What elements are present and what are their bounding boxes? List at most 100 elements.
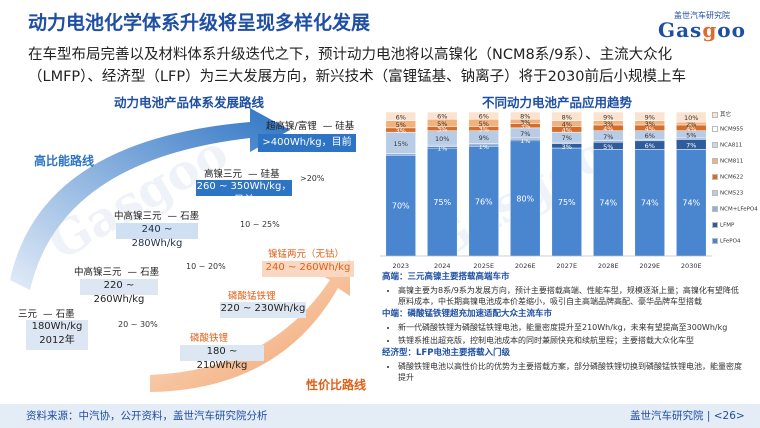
legend-label: 其它 <box>720 112 732 118</box>
legend-swatch <box>712 174 718 180</box>
bar-segment-其它 <box>634 111 665 121</box>
note-item: 磷酸铁锂电池以高性价比的优势为主要搭载方案，部分磷酸铁锂切换到磷酸锰铁锂电池，能… <box>398 361 742 383</box>
legend-item: NCM955 <box>712 126 743 133</box>
step-4-box: 260 ~ 350Wh/kg，目前 <box>196 180 292 206</box>
note-heading-high: 高端：三元高镍主要搭载高端车市 <box>382 272 510 282</box>
legend-swatch <box>712 142 718 148</box>
data-label: 6% <box>396 113 406 121</box>
step-3-material: 中高镍三元 — 石墨 <box>114 211 200 222</box>
legend-item: NCA811 <box>712 142 742 149</box>
legend-label: NCM523 <box>720 190 744 197</box>
legend-item: LFMP <box>712 222 734 229</box>
data-label: 1% <box>479 143 489 151</box>
legend-swatch <box>712 206 718 212</box>
bar-segment-其它 <box>510 111 541 120</box>
high-energy-label: 高比能路线 <box>34 154 95 168</box>
bar-segment-LFePO4 <box>634 149 665 257</box>
value-step-3-box: 240 ~ 260Wh/kg <box>262 261 354 277</box>
step-5-material: 超高镍/富锂 — 硅基 <box>266 121 355 132</box>
data-label: 76% <box>475 197 493 206</box>
data-label: 10% <box>435 135 449 143</box>
data-label: 8% <box>562 113 572 121</box>
step-5-box: >400Wh/kg，目前 <box>258 134 356 152</box>
legend-label: NCM622 <box>720 174 744 181</box>
x-tick-label: 2024 <box>434 262 451 270</box>
gap-1: 20 ~ 30% <box>118 320 158 329</box>
gap-2: 10 ~ 20% <box>186 262 226 271</box>
step-4-material: 高镍三元 — 硅基 <box>204 169 280 180</box>
data-label: 2% <box>686 121 696 129</box>
x-tick-label: 2026E <box>515 262 536 270</box>
bar-segment-其它 <box>427 111 458 120</box>
legend-item: 其它 <box>712 110 731 118</box>
data-label: 1% <box>520 137 530 145</box>
intro-line-1: 在车型布局完善以及材料体系升级迭代之下，预计动力电池将以高镍化（NCM8系/9系… <box>28 47 673 63</box>
legend-label: NCM811 <box>720 158 744 165</box>
data-label: 7% <box>520 130 530 138</box>
bar-segment-LFePO4 <box>593 149 624 257</box>
bar-segment-LFePO4 <box>676 149 707 257</box>
step-1-material: 三元 — 石墨 <box>18 309 75 320</box>
legend-label: NCA811 <box>720 142 743 149</box>
data-label: 4% <box>562 126 572 134</box>
segment-notes: 高端：三元高镍主要搭载高端车市 高镍主要为8系/9系为发展方向，预计主要搭载高端… <box>382 270 742 385</box>
stacked-bar-chart: 70%15%3%5%6%202375%1%10%3%5%6%202476%1%9… <box>380 111 712 270</box>
bar-segment-其它 <box>551 111 582 121</box>
data-label: 5% <box>603 143 613 151</box>
footer-bar <box>0 404 760 428</box>
page-brand: 盖世汽车研究院 | <26> <box>630 410 745 422</box>
data-label: 3% <box>520 118 530 126</box>
data-label: 5% <box>396 121 406 129</box>
data-label: 70% <box>392 202 410 211</box>
step-3-box: 240 ~ 280Wh/kg <box>116 223 198 249</box>
x-tick-label: 2030E <box>681 262 702 270</box>
data-label: 5% <box>479 120 489 128</box>
data-label: 4% <box>603 125 613 133</box>
x-tick-label: 2023 <box>392 262 409 270</box>
data-label: 6% <box>645 132 655 140</box>
legend-item: NCM523 <box>712 190 743 197</box>
legend-item: NCM622 <box>712 174 743 181</box>
bar-segment-其它 <box>676 111 707 123</box>
legend-swatch <box>712 111 718 118</box>
data-label: 3% <box>645 120 655 128</box>
data-label: 10% <box>684 114 698 122</box>
gap-4: >20% <box>300 174 325 183</box>
data-label: 3% <box>479 126 489 134</box>
roadmap-title: 动力电池产品体系发展路线 <box>114 95 265 110</box>
step-2-material: 中高镍三元 — 石墨 <box>74 267 160 278</box>
data-label: 3% <box>520 123 530 131</box>
note-heading-economy: 经济型：LFP电池主要搭载入门级 <box>382 348 510 358</box>
value-arrow <box>150 260 350 392</box>
x-tick-label: 2025E <box>473 262 494 270</box>
data-label: 5% <box>437 120 447 128</box>
data-label: 9% <box>479 134 489 142</box>
value-step-1-box: 180 ~ 210Wh/kg <box>180 345 264 371</box>
data-label: 4% <box>645 125 655 133</box>
high-energy-arrow <box>10 108 290 290</box>
legend-label: NCM+LFePO4 <box>720 206 758 213</box>
data-label: 74% <box>682 199 700 208</box>
data-label: 3% <box>396 127 406 135</box>
legend-swatch <box>712 190 718 196</box>
bar-segment-LFePO4 <box>468 146 499 257</box>
value-step-2-material: 磷酸锰铁锂 <box>228 291 276 302</box>
note-item: 新一代磷酸铁锂为磷酸锰铁锂电池，能量密度提升至210Wh/kg，未来有望提高至3… <box>398 322 742 333</box>
page-title: 动力电池化学体系升级将呈现多样化发展 <box>28 12 371 34</box>
bar-segment-其它 <box>385 111 416 121</box>
legend-swatch <box>712 222 718 228</box>
data-label: 5% <box>686 131 696 139</box>
gasgoo-logo: 盖世汽车研究院 Gasgoo <box>658 11 746 42</box>
bar-segment-LFePO4 <box>385 154 416 257</box>
data-label: 9% <box>603 113 613 121</box>
bar-segment-LFePO4 <box>551 147 582 257</box>
data-label: 74% <box>599 199 617 208</box>
legend-item: LFePO4 <box>712 238 740 245</box>
source-note: 资料来源：中汽协，公开资料，盖世汽车研究院分析 <box>26 410 268 422</box>
x-tick-label: 2028E <box>598 262 619 270</box>
x-tick-label: 2029E <box>639 262 660 270</box>
legend-label: NCM955 <box>720 126 744 133</box>
legend-item: NCM811 <box>712 158 743 165</box>
data-label: 3% <box>562 143 572 151</box>
data-label: 6% <box>645 142 655 150</box>
